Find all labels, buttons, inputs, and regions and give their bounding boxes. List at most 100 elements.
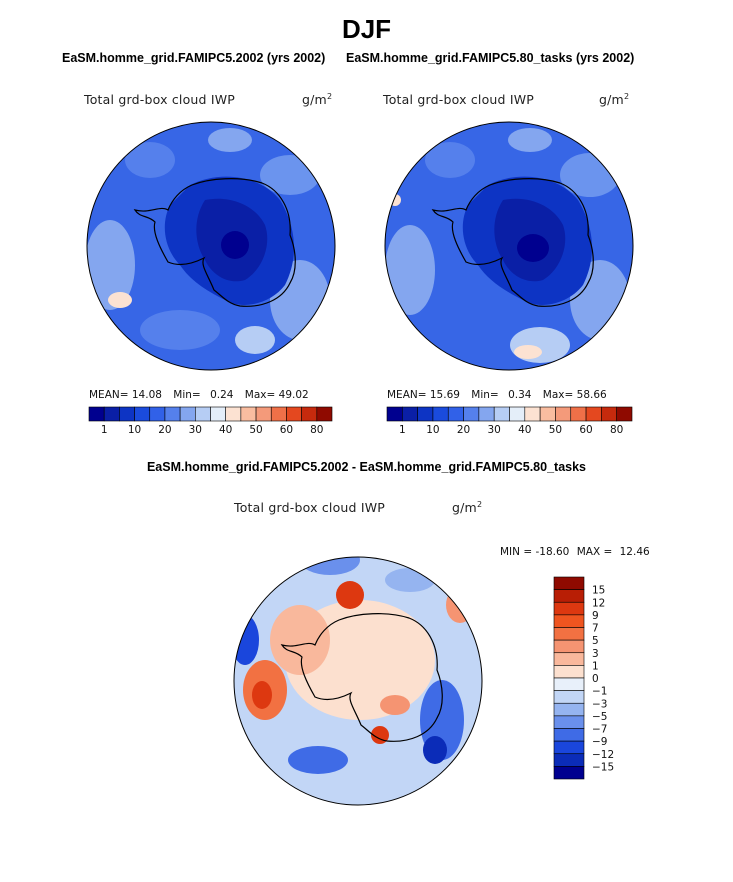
panel3-stats: MIN = -18.60 MAX = 12.46	[500, 546, 650, 558]
colorbar-swatch	[386, 406, 403, 422]
panel1-units-exp: 2	[326, 92, 333, 101]
panel1-colorbar	[88, 406, 333, 422]
colorbar-tick-label: 1	[101, 424, 108, 436]
panel3-max-value: 12.46	[619, 546, 650, 558]
colorbar-swatch	[195, 406, 211, 422]
panel2-field-patch	[514, 345, 542, 359]
colorbar-swatch	[616, 406, 633, 422]
colorbar-swatch	[119, 406, 135, 422]
panel3-min-label: MIN =	[500, 546, 533, 558]
colorbar-tick-label: 60	[280, 424, 293, 436]
panel2-field-patch	[510, 327, 570, 363]
panel1-field-patch	[140, 310, 220, 350]
panel1-mean-value: 14.08	[131, 389, 162, 401]
colorbar-tick-label: 80	[310, 424, 323, 436]
panel3-field-patch	[270, 605, 330, 675]
colorbar-tick-label: 10	[128, 424, 141, 436]
colorbar-swatch	[255, 406, 272, 422]
panel1-units: g/m2	[302, 92, 332, 107]
colorbar-tick-label: 1	[399, 424, 406, 436]
panel1-units-base: g/m	[302, 92, 327, 108]
colorbar-tick-label: −1	[592, 686, 607, 698]
colorbar-swatch	[539, 406, 556, 422]
colorbar-tick-label: 3	[592, 648, 599, 660]
colorbar-swatch	[553, 652, 585, 666]
panel2-field-patch	[425, 142, 475, 178]
colorbar-swatch	[553, 601, 585, 616]
colorbar-swatch	[553, 728, 585, 742]
panel2-colorbar	[386, 406, 633, 422]
panel1-min-label: Min=	[173, 389, 201, 401]
colorbar-swatch	[478, 406, 495, 422]
panel3-units-base: g/m	[452, 500, 477, 516]
panel1-field-patch	[125, 142, 175, 178]
colorbar-tick-label: 7	[592, 623, 599, 635]
colorbar-swatch	[432, 406, 449, 422]
panel3-units-exp: 2	[476, 500, 483, 509]
colorbar-tick-label: −5	[592, 711, 607, 723]
panel3-map	[233, 556, 483, 806]
panel3-field-patch	[385, 568, 435, 592]
panel1-field-patch	[108, 292, 132, 308]
colorbar-swatch	[553, 753, 585, 767]
panel1-max-label: Max=	[244, 389, 276, 401]
panel3-field-patch	[234, 615, 259, 665]
colorbar-swatch	[493, 406, 510, 422]
panel1-mean-label: MEAN=	[89, 389, 129, 401]
colorbar-swatch	[553, 627, 585, 641]
panel1-title: EaSM.homme_grid.FAMIPC5.2002 (yrs 2002)	[62, 51, 326, 65]
colorbar-swatch	[463, 406, 480, 422]
panel2-units: g/m2	[599, 92, 629, 107]
colorbar-swatch	[553, 639, 585, 654]
panel1-coastline	[133, 178, 296, 307]
colorbar-swatch	[553, 766, 585, 780]
panel1-stats: MEAN= 14.08 Min= 0.24 Max= 49.02	[89, 389, 334, 401]
panel2-stats: MEAN= 15.69 Min= 0.34 Max= 58.66	[387, 389, 632, 401]
panel2-map-border	[384, 121, 634, 371]
panel3-max-label: MAX =	[576, 546, 613, 558]
colorbar-swatch	[240, 406, 257, 422]
colorbar-swatch	[524, 406, 541, 422]
colorbar-tick-label: 5	[592, 635, 599, 647]
panel3-field-patch	[423, 736, 447, 764]
panel2-mean-label: MEAN=	[387, 389, 427, 401]
panel3-map-border	[233, 556, 483, 806]
colorbar-tick-label: −12	[592, 749, 614, 761]
panel2-variable-label: Total grd-box cloud IWP	[383, 92, 535, 107]
panel3-field-patch	[288, 746, 348, 774]
colorbar-swatch	[570, 406, 587, 422]
colorbar-swatch	[553, 715, 585, 729]
panel1-map-border	[86, 121, 336, 371]
colorbar-swatch	[417, 406, 434, 422]
panel2-continent-max	[517, 234, 549, 262]
colorbar-tick-label: 12	[592, 597, 605, 609]
panel2-coastline	[431, 178, 594, 307]
colorbar-tick-label: −7	[592, 724, 607, 736]
panel1-field-patch	[235, 326, 275, 354]
colorbar-tick-label: 1	[592, 660, 599, 672]
colorbar-tick-label: 20	[457, 424, 470, 436]
colorbar-tick-label: −3	[592, 698, 607, 710]
colorbar-swatch	[149, 406, 166, 422]
panel3-min-value: -18.60	[535, 546, 570, 558]
panel2-min-label: Min=	[471, 389, 499, 401]
colorbar-swatch	[164, 406, 181, 422]
colorbar-swatch	[553, 614, 585, 628]
panel2-mean-value: 15.69	[429, 389, 460, 401]
colorbar-tick-label: −15	[592, 761, 614, 773]
colorbar-swatch	[553, 589, 585, 603]
colorbar-swatch	[509, 406, 526, 422]
panel2-field-patch	[385, 225, 435, 315]
colorbar-tick-label: 80	[610, 424, 623, 436]
colorbar-tick-label: 30	[189, 424, 202, 436]
panel2-max-value: 58.66	[576, 389, 607, 401]
colorbar-tick-label: 9	[592, 610, 599, 622]
colorbar-swatch	[553, 702, 585, 717]
colorbar-tick-label: 40	[518, 424, 531, 436]
panel1-field-patch	[260, 155, 320, 195]
colorbar-tick-label: 60	[579, 424, 592, 436]
colorbar-swatch	[447, 406, 464, 422]
colorbar-tick-label: 30	[488, 424, 501, 436]
